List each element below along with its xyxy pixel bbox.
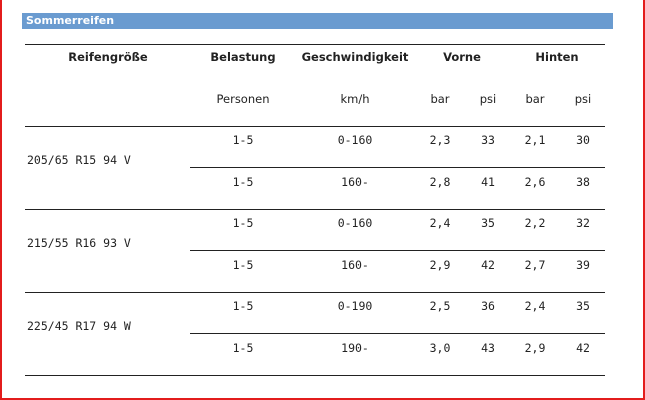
table-cell-load: 1-5 — [232, 341, 254, 355]
table-cell-load: 1-5 — [232, 133, 254, 147]
header-speed: Geschwindigkeit — [301, 50, 409, 64]
subheader-front-bar: bar — [430, 92, 450, 106]
row-divider — [190, 250, 605, 251]
table-cell-front-bar: 2,5 — [429, 299, 451, 313]
table-cell-rear-psi: 30 — [576, 133, 590, 147]
group-divider — [25, 209, 605, 210]
subheader-rear-psi: psi — [574, 92, 592, 106]
table-bottom-rule — [25, 375, 605, 376]
table-cell-front-psi: 33 — [481, 133, 495, 147]
table-cell-speed: 190- — [341, 341, 369, 355]
header-rear: Hinten — [535, 50, 579, 64]
table-cell-front-bar: 2,3 — [429, 133, 451, 147]
table-cell-rear-bar: 2,9 — [524, 341, 546, 355]
table-cell-rear-bar: 2,4 — [524, 299, 546, 313]
table-top-rule — [25, 44, 605, 45]
header-bottom-rule — [25, 126, 605, 127]
subheader-rear-bar: bar — [525, 92, 545, 106]
table-cell-rear-bar: 2,2 — [524, 216, 546, 230]
tire-size-label: 215/55 R16 93 V — [27, 236, 131, 250]
table-cell-rear-bar: 2,7 — [524, 258, 546, 272]
table-cell-front-psi: 43 — [481, 341, 495, 355]
table-cell-rear-bar: 2,1 — [524, 133, 546, 147]
subheader-front-psi: psi — [479, 92, 497, 106]
header-front: Vorne — [443, 50, 481, 64]
table-cell-front-bar: 2,9 — [429, 258, 451, 272]
table-cell-load: 1-5 — [232, 216, 254, 230]
table-cell-rear-psi: 32 — [576, 216, 590, 230]
header-size: Reifengröße — [68, 50, 148, 64]
table-cell-front-psi: 36 — [481, 299, 495, 313]
table-cell-speed: 160- — [341, 175, 369, 189]
table-cell-speed: 0-160 — [337, 216, 373, 230]
table-cell-front-bar: 2,4 — [429, 216, 451, 230]
row-divider — [190, 167, 605, 168]
table-cell-rear-psi: 39 — [576, 258, 590, 272]
table-cell-front-psi: 42 — [481, 258, 495, 272]
table-cell-front-bar: 3,0 — [429, 341, 451, 355]
table-cell-front-bar: 2,8 — [429, 175, 451, 189]
table-cell-rear-psi: 42 — [576, 341, 590, 355]
header-load: Belastung — [210, 50, 276, 64]
table-cell-rear-psi: 38 — [576, 175, 590, 189]
table-cell-speed: 0-160 — [337, 133, 373, 147]
section-title: Sommerreifen — [22, 13, 613, 29]
table-cell-front-psi: 41 — [481, 175, 495, 189]
row-divider — [190, 333, 605, 334]
tire-size-label: 205/65 R15 94 V — [27, 153, 131, 167]
table-cell-rear-bar: 2,6 — [524, 175, 546, 189]
group-divider — [25, 292, 605, 293]
subheader-speed: km/h — [340, 92, 370, 106]
table-cell-rear-psi: 35 — [576, 299, 590, 313]
subheader-load: Personen — [216, 92, 270, 106]
table-cell-load: 1-5 — [232, 175, 254, 189]
tire-size-label: 225/45 R17 94 W — [27, 319, 131, 333]
table-cell-speed: 0-190 — [337, 299, 373, 313]
table-cell-load: 1-5 — [232, 299, 254, 313]
table-cell-front-psi: 35 — [481, 216, 495, 230]
table-cell-speed: 160- — [341, 258, 369, 272]
table-cell-load: 1-5 — [232, 258, 254, 272]
